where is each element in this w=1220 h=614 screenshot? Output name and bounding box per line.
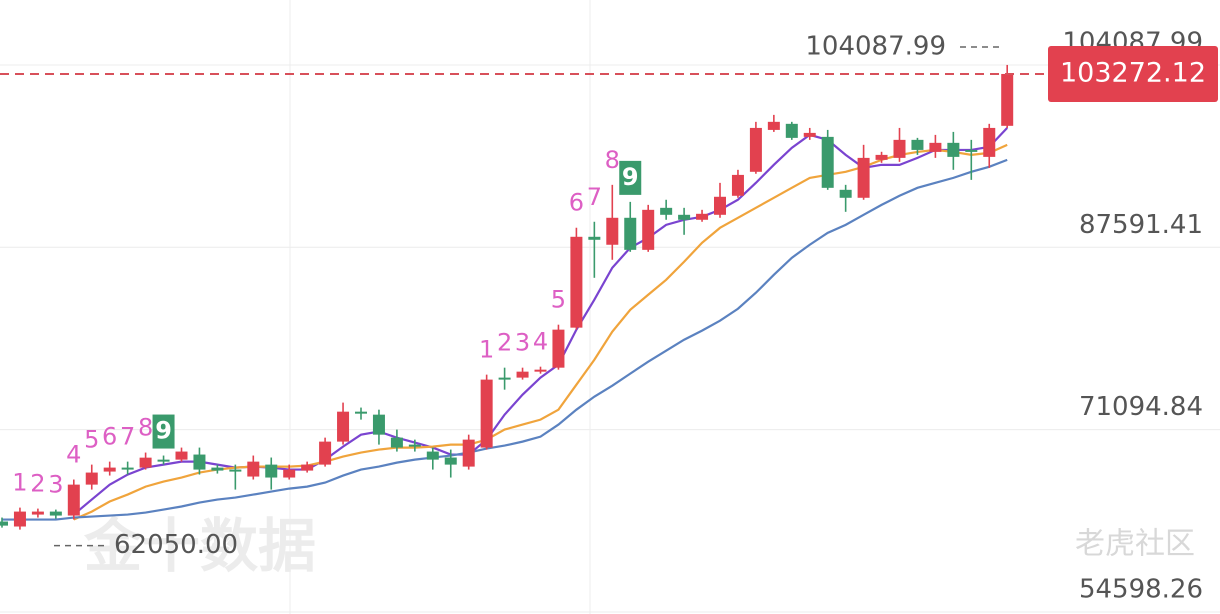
td-count: 7 [587,183,602,211]
candle-body [157,459,170,462]
candle-body [983,127,996,157]
candle-body [803,132,816,137]
candle-body [301,464,314,471]
td-count: 9 [622,163,639,191]
candle-body [444,457,457,465]
candle-body [193,454,206,470]
candle-body [821,136,834,188]
td-count: 5 [84,426,99,454]
y-tick-label: 87591.41 [1079,210,1203,240]
td-count: 8 [138,414,153,442]
candle-body [516,371,529,378]
ma-line [2,158,1008,521]
td-count: 5 [551,286,566,314]
candle-body [31,511,44,515]
candle-body [426,451,439,460]
candle-body [965,149,978,152]
candle-body [265,464,278,478]
candle-body [372,414,385,435]
td-count: 4 [533,328,548,356]
td-count: 8 [605,146,620,174]
candle-body [929,142,942,152]
candle-body [355,411,367,414]
candle-body [767,121,780,130]
td-count: 2 [30,470,45,498]
td-count: 6 [102,423,117,451]
candle-body [588,236,601,240]
td-box [619,160,642,195]
y-tick-label: 71094.84 [1079,392,1203,422]
candle-body [893,139,906,158]
high-label: 104087.99 [805,31,946,61]
candle-body [175,451,188,460]
candle-body [462,439,475,467]
y-tick-label: 54598.26 [1079,574,1203,604]
td-count: 3 [515,329,530,357]
last-price-label: 103272.12 [1060,57,1206,88]
candle-body [337,411,350,442]
watermark: 老虎社区 [1075,527,1195,562]
candle-body [785,123,798,138]
candle-body [570,236,583,328]
candle-body [839,189,852,198]
candle-body [67,484,80,516]
candle-body [606,217,619,245]
ma-line [73,143,1008,521]
candle-body [857,157,870,198]
candle-body [911,139,924,150]
td-count: 7 [120,423,135,451]
candle-body [0,521,8,526]
candle-body [642,209,655,250]
last-price-box [1048,45,1218,102]
candle-body [678,214,691,220]
candle-body [480,379,493,448]
td-count: 9 [155,417,172,445]
candle-body [319,441,332,465]
candle-body [85,472,98,485]
candle-body [552,329,565,368]
candle-body [283,469,296,478]
td-count: 3 [48,471,63,499]
td-count: 2 [497,329,512,357]
candle-body [247,461,260,477]
candle-body [211,467,224,471]
candle-body [947,142,960,157]
td-count: 1 [479,336,494,364]
candle-body [534,369,547,372]
candle-body [103,467,116,472]
candle-body [13,511,26,527]
candle-body [139,457,152,468]
td-count: 1 [12,469,27,497]
candle-body [696,213,709,220]
candle-body [624,217,637,250]
candle-body [714,196,726,215]
candle-body [731,174,744,196]
candle-body [229,469,242,472]
candle-body [49,511,62,516]
candle-body [875,154,888,160]
candle-body [1001,73,1014,126]
candle-body [408,444,421,447]
td-count: 6 [569,189,584,217]
candle-body [660,207,673,215]
td-box [152,414,175,449]
low-label: 62050.00 [114,530,238,560]
candle-body [121,467,134,470]
candle-body [498,377,511,380]
ma-line [73,127,1008,516]
candle-body [749,127,762,172]
watermark: 金十数据 [84,512,316,580]
td-count: 4 [66,441,81,469]
candle-body [390,437,403,448]
